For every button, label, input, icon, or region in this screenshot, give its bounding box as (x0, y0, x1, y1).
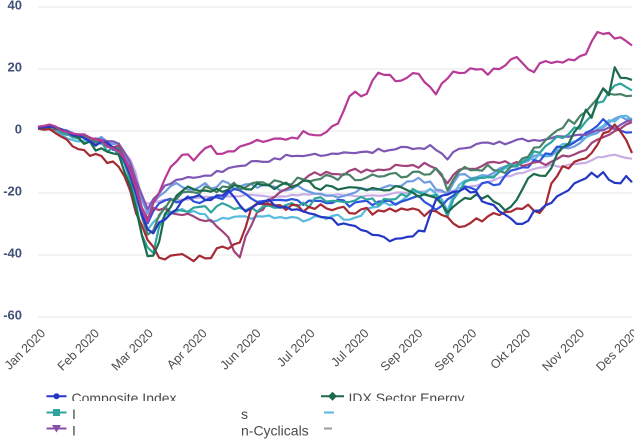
svg-text:s: s (241, 406, 248, 422)
svg-text:I: I (72, 423, 76, 439)
svg-text:n-Cyclicals: n-Cyclicals (241, 423, 309, 439)
svg-text:-60: -60 (3, 308, 22, 323)
svg-text:-20: -20 (3, 184, 22, 199)
svg-text:-40: -40 (3, 246, 22, 261)
svg-text:20: 20 (8, 60, 22, 75)
svg-text:40: 40 (8, 0, 22, 13)
svg-text:0: 0 (15, 122, 22, 137)
svg-text:I: I (72, 406, 76, 422)
